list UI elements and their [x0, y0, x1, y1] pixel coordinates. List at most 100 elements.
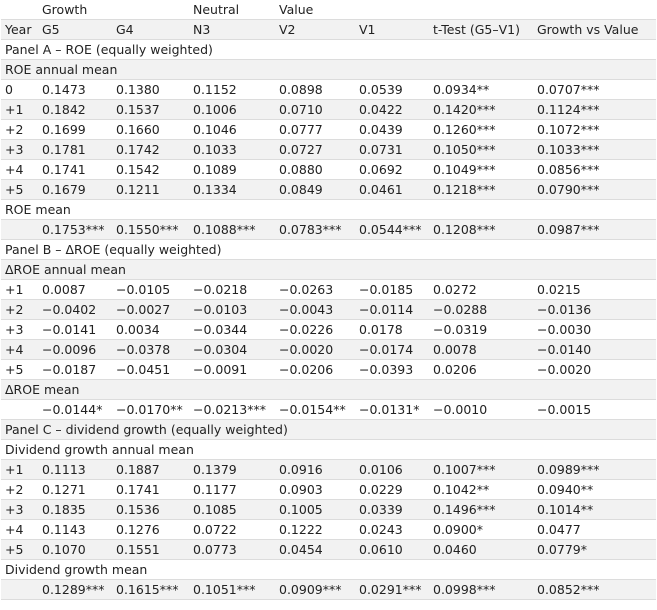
value-cell: −0.0206	[275, 359, 355, 380]
value-cell: −0.0187	[38, 359, 112, 380]
value-cell: 0.1014**	[533, 499, 656, 520]
table-row: +4 0.1143 0.1276 0.0722 0.1222 0.0243 0.0900* 0…	[1, 519, 656, 540]
value-cell: 0.1208***	[429, 219, 533, 240]
value-cell: 0.0779*	[533, 539, 656, 560]
year-cell: +3	[1, 319, 38, 340]
year-cell: +1	[1, 279, 38, 300]
value-cell: 0.0544***	[355, 219, 429, 240]
table-row: +2 0.1699 0.1660 0.1046 0.0777 0.0439 0.1260**…	[1, 119, 656, 140]
value-cell: 0.1143	[38, 519, 112, 540]
value-cell: 0.0880	[275, 159, 355, 180]
table-row: +2 0.1271 0.1741 0.1177 0.0903 0.0229 0.1042**…	[1, 479, 656, 500]
value-cell: 0.1887	[112, 459, 189, 480]
value-cell: −0.0170**	[112, 399, 189, 420]
value-cell: 0.0178	[355, 319, 429, 340]
value-cell: −0.0103	[189, 299, 275, 320]
value-cell: 0.0903	[275, 479, 355, 500]
table-row: +5 −0.0187 −0.0451 −0.0091 −0.0206 −0.0393 0.0…	[1, 359, 656, 380]
year-cell: +4	[1, 159, 38, 180]
value-cell: 0.0777	[275, 119, 355, 140]
value-cell: 0.0272	[429, 279, 533, 300]
value-cell: 0.0707***	[533, 79, 656, 100]
value-cell: −0.0020	[533, 359, 656, 380]
year-cell	[1, 579, 38, 600]
value-cell: 0.1222	[275, 519, 355, 540]
value-cell: 0.0460	[429, 539, 533, 560]
value-cell: 0.1379	[189, 459, 275, 480]
header-group-row: Growth Neutral Value	[1, 0, 656, 20]
value-cell: 0.0477	[533, 519, 656, 540]
value-cell: −0.0131*	[355, 399, 429, 420]
table-row: 0.1289*** 0.1615*** 0.1051*** 0.0909*** 0.02…	[1, 579, 656, 600]
table-row: +4 −0.0096 −0.0378 −0.0304 −0.0020 −0.0174 0.0…	[1, 339, 656, 360]
value-cell: 0.1334	[189, 179, 275, 200]
year-cell: +3	[1, 499, 38, 520]
section-label: ΔROE mean	[1, 379, 656, 400]
section-row: Dividend growth annual mean	[1, 439, 656, 460]
value-cell: 0.1551	[112, 539, 189, 560]
value-cell: 0.1420***	[429, 99, 533, 120]
header-group-cell	[355, 0, 429, 20]
year-cell: +4	[1, 519, 38, 540]
value-cell: −0.0141	[38, 319, 112, 340]
section-row: Panel C – dividend growth (equally weigh…	[1, 419, 656, 440]
value-cell: 0.0727	[275, 139, 355, 160]
value-cell: −0.0027	[112, 299, 189, 320]
table-row: +3 0.1835 0.1536 0.1085 0.1005 0.0339 0.1496**…	[1, 499, 656, 520]
table-row: +1 0.0087 −0.0105 −0.0218 −0.0263 −0.0185 0.02…	[1, 279, 656, 300]
value-cell: 0.1177	[189, 479, 275, 500]
value-cell: 0.1550***	[112, 219, 189, 240]
value-cell: −0.0218	[189, 279, 275, 300]
year-cell	[1, 219, 38, 240]
value-cell: 0.0291***	[355, 579, 429, 600]
column-header-v1: V1	[355, 19, 429, 40]
value-cell: 0.0034	[112, 319, 189, 340]
value-cell: −0.0378	[112, 339, 189, 360]
value-cell: −0.0091	[189, 359, 275, 380]
value-cell: 0.0909***	[275, 579, 355, 600]
value-cell: 0.0898	[275, 79, 355, 100]
value-cell: 0.1842	[38, 99, 112, 120]
value-cell: −0.0226	[275, 319, 355, 340]
value-cell: 0.1005	[275, 499, 355, 520]
table-row: −0.0144* −0.0170** −0.0213*** −0.0154** −0.0…	[1, 399, 656, 420]
value-cell: 0.1276	[112, 519, 189, 540]
value-cell: 0.1615***	[112, 579, 189, 600]
header-group-cell	[112, 0, 189, 20]
value-cell: 0.1049***	[429, 159, 533, 180]
value-cell: 0.1089	[189, 159, 275, 180]
value-cell: 0.0078	[429, 339, 533, 360]
column-header-g5: G5	[38, 19, 112, 40]
header-group-cell	[533, 0, 656, 20]
value-cell: −0.0096	[38, 339, 112, 360]
value-cell: −0.0263	[275, 279, 355, 300]
value-cell: 0.0229	[355, 479, 429, 500]
year-cell: +5	[1, 359, 38, 380]
value-cell: 0.1085	[189, 499, 275, 520]
value-cell: 0.0106	[355, 459, 429, 480]
value-cell: 0.0998***	[429, 579, 533, 600]
value-cell: 0.0852***	[533, 579, 656, 600]
column-header-year: Year	[1, 19, 38, 40]
value-cell: 0.0454	[275, 539, 355, 560]
value-cell: 0.1072***	[533, 119, 656, 140]
value-cell: 0.1473	[38, 79, 112, 100]
table-row: 0.1753*** 0.1550*** 0.1088*** 0.0783*** 0.05…	[1, 219, 656, 240]
section-label: Dividend growth annual mean	[1, 439, 656, 460]
value-cell: −0.0010	[429, 399, 533, 420]
value-cell: 0.1152	[189, 79, 275, 100]
year-cell: +2	[1, 479, 38, 500]
value-cell: 0.0710	[275, 99, 355, 120]
value-cell: −0.0344	[189, 319, 275, 340]
value-cell: 0.1211	[112, 179, 189, 200]
value-cell: 0.1070	[38, 539, 112, 560]
value-cell: 0.1124***	[533, 99, 656, 120]
section-label: Panel A – ROE (equally weighted)	[1, 39, 656, 60]
value-cell: 0.1006	[189, 99, 275, 120]
value-cell: 0.0940**	[533, 479, 656, 500]
value-cell: −0.0319	[429, 319, 533, 340]
column-header-v2: V2	[275, 19, 355, 40]
value-cell: 0.1289***	[38, 579, 112, 600]
table-row: +1 0.1113 0.1887 0.1379 0.0916 0.0106 0.1007**…	[1, 459, 656, 480]
